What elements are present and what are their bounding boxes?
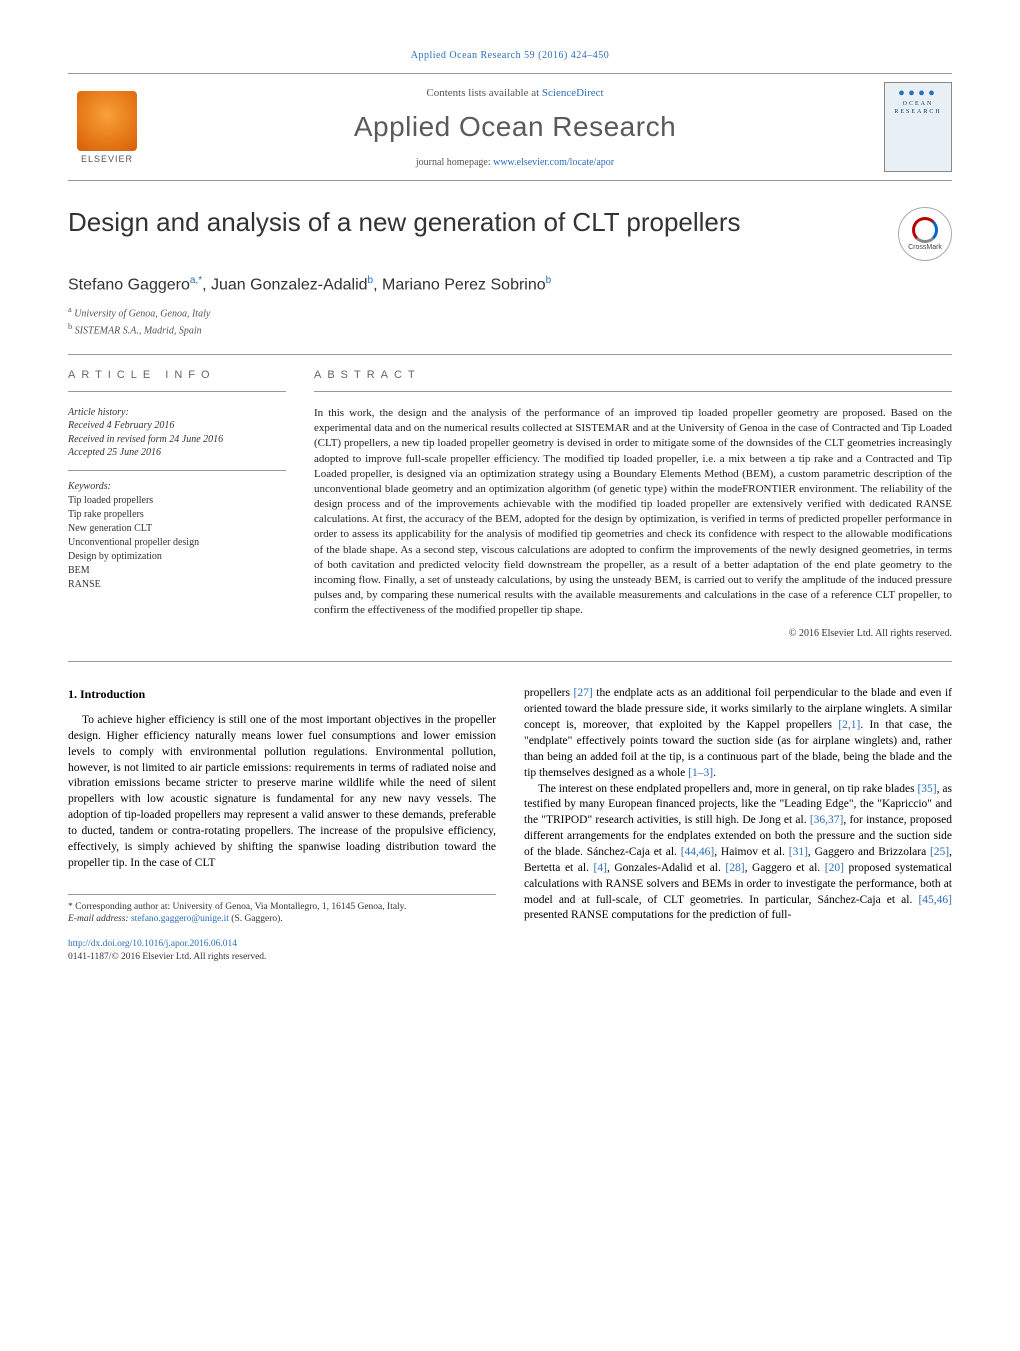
homepage-line: journal homepage: www.elsevier.com/locat…	[146, 157, 884, 168]
article-history: Article history: Received 4 February 201…	[68, 406, 286, 471]
abstract-divider	[314, 391, 952, 392]
doi-link[interactable]: http://dx.doi.org/10.1016/j.apor.2016.06…	[68, 939, 237, 949]
keyword-item: Tip loaded propellers	[68, 494, 286, 508]
affiliation-b-text: SISTEMAR S.A., Madrid, Spain	[75, 325, 202, 336]
email-who: (S. Gaggero).	[229, 914, 283, 924]
article-info-column: ARTICLE INFO Article history: Received 4…	[68, 369, 286, 639]
journal-title: Applied Ocean Research	[146, 111, 884, 143]
elsevier-tree-icon	[77, 91, 137, 151]
affiliation-b: b SISTEMAR S.A., Madrid, Spain	[68, 321, 952, 338]
abstract-text: In this work, the design and the analysi…	[314, 406, 952, 618]
info-divider	[68, 391, 286, 392]
keyword-item: BEM	[68, 564, 286, 578]
corresponding-author: * Corresponding author at: University of…	[68, 901, 496, 914]
affiliation-a: a University of Genoa, Genoa, Italy	[68, 304, 952, 321]
keyword-item: Tip rake propellers	[68, 508, 286, 522]
elsevier-logo: ELSEVIER	[68, 84, 146, 170]
affiliations: a University of Genoa, Genoa, Italy b SI…	[68, 304, 952, 338]
abstract-column: ABSTRACT In this work, the design and th…	[314, 369, 952, 639]
journal-cover-icon: •••• OCEAN RESEARCH	[884, 82, 952, 172]
history-label: Article history:	[68, 406, 286, 420]
keyword-item: RANSE	[68, 578, 286, 592]
crossmark-badge[interactable]: CrossMark	[898, 207, 952, 261]
abstract-copyright: © 2016 Elsevier Ltd. All rights reserved…	[314, 628, 952, 639]
accepted-date: Accepted 25 June 2016	[68, 446, 286, 460]
journal-reference: Applied Ocean Research 59 (2016) 424–450	[68, 50, 952, 61]
received-date: Received 4 February 2016	[68, 419, 286, 433]
issn-line: 0141-1187/© 2016 Elsevier Ltd. All right…	[68, 951, 952, 964]
revised-date: Received in revised form 24 June 2016	[68, 433, 286, 447]
sciencedirect-link[interactable]: ScienceDirect	[542, 87, 604, 99]
crossmark-label: CrossMark	[908, 244, 942, 251]
keyword-item: Design by optimization	[68, 550, 286, 564]
divider-top	[68, 354, 952, 355]
abstract-label: ABSTRACT	[314, 369, 952, 381]
contents-prefix: Contents lists available at	[426, 87, 541, 99]
contents-line: Contents lists available at ScienceDirec…	[146, 87, 884, 99]
article-info-label: ARTICLE INFO	[68, 369, 286, 381]
keyword-item: Unconventional propeller design	[68, 536, 286, 550]
keywords-label: Keywords:	[68, 481, 286, 492]
body-column-right: propellers [27] the endplate acts as an …	[524, 686, 952, 926]
divider-mid	[68, 661, 952, 662]
authors: Stefano Gaggeroa,*, Juan Gonzalez-Adalid…	[68, 275, 952, 294]
crossmark-icon	[912, 217, 938, 243]
email-line: E-mail address: stefano.gaggero@unige.it…	[68, 913, 496, 926]
section-heading: 1. Introduction	[68, 686, 496, 703]
body-columns: 1. Introduction To achieve higher effici…	[68, 686, 952, 926]
cover-dots-icon: ••••	[898, 89, 938, 99]
email-link[interactable]: stefano.gaggero@unige.it	[131, 914, 229, 924]
cover-word2: RESEARCH	[894, 109, 941, 115]
keyword-item: New generation CLT	[68, 522, 286, 536]
email-label: E-mail address:	[68, 914, 131, 924]
homepage-link[interactable]: www.elsevier.com/locate/apor	[493, 157, 614, 168]
body-right-p2: The interest on these endplated propelle…	[524, 782, 952, 925]
keywords-list: Tip loaded propellersTip rake propellers…	[68, 494, 286, 592]
footnotes: * Corresponding author at: University of…	[68, 894, 496, 927]
body-left-p1: To achieve higher efficiency is still on…	[68, 713, 496, 872]
footer: http://dx.doi.org/10.1016/j.apor.2016.06…	[68, 938, 952, 964]
affiliation-a-text: University of Genoa, Genoa, Italy	[74, 309, 210, 320]
body-right-p1: propellers [27] the endplate acts as an …	[524, 686, 952, 781]
body-column-left: 1. Introduction To achieve higher effici…	[68, 686, 496, 926]
article-title: Design and analysis of a new generation …	[68, 207, 886, 238]
masthead-center: Contents lists available at ScienceDirec…	[146, 87, 884, 168]
publisher-name: ELSEVIER	[81, 154, 133, 164]
masthead: ELSEVIER Contents lists available at Sci…	[68, 73, 952, 181]
cover-word1: OCEAN	[903, 101, 934, 107]
homepage-prefix: journal homepage:	[416, 157, 493, 168]
